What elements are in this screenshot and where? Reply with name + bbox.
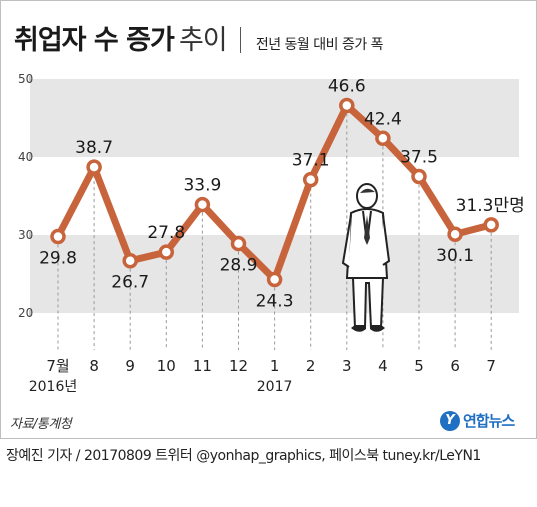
yonhap-logo: Y 연합뉴스 bbox=[440, 410, 515, 431]
data-label-1: 38.7 bbox=[75, 138, 113, 158]
data-point-4 bbox=[194, 196, 211, 213]
data-label-5: 28.9 bbox=[220, 256, 258, 276]
x-tick-label-11: 6 bbox=[450, 357, 460, 375]
chart-title: 취업자 수 증가 bbox=[14, 25, 175, 56]
chart-subtitle: 전년 동월 대비 증가 폭 bbox=[255, 37, 384, 53]
yonhap-logo-mark: Y bbox=[440, 410, 460, 431]
data-point-12 bbox=[483, 217, 499, 233]
guide-lines bbox=[57, 113, 492, 350]
x-tick-label-6: 1 2017 bbox=[257, 357, 293, 395]
x-tick-label-10: 5 bbox=[414, 357, 424, 375]
y-tick-label-1: 30 bbox=[18, 228, 33, 242]
grid-bands bbox=[30, 79, 519, 313]
y-axis-ticks: 20 30 40 50 bbox=[18, 72, 33, 320]
data-point-1 bbox=[86, 159, 102, 175]
credit-line: 장예진 기자 / 20170809 트위터 @yonhap_graphics, … bbox=[6, 448, 481, 464]
x-tick-label-9: 4 bbox=[378, 357, 388, 375]
data-point-11 bbox=[447, 226, 463, 242]
grid-band-0 bbox=[30, 79, 519, 157]
data-label-10: 37.5 bbox=[400, 148, 438, 168]
data-labels: 29.8 38.7 26.7 27.8 33.9 28.9 24.3 37.1 46.6 42.4… bbox=[39, 77, 525, 312]
x-axis-ticks: 7월 2016년 8 9 10 11 12 1 2017 2 3 4 5 6 7 bbox=[29, 357, 496, 395]
title-divider bbox=[239, 27, 241, 53]
data-point-10 bbox=[411, 168, 427, 185]
x-tick-label-7: 2 bbox=[306, 357, 316, 375]
y-tick-label-3: 50 bbox=[18, 72, 33, 86]
data-label-6: 24.3 bbox=[256, 291, 294, 311]
x-tick-label-4: 11 bbox=[193, 357, 212, 375]
businessman-icon bbox=[341, 183, 391, 332]
data-label-11: 30.1 bbox=[436, 246, 474, 266]
data-label-0: 29.8 bbox=[39, 249, 77, 269]
data-point-8 bbox=[339, 97, 355, 114]
source-note: 자료/통계청 bbox=[10, 417, 72, 432]
x-tick-label-3: 10 bbox=[157, 357, 176, 375]
chart-title-suffix: 추이 bbox=[178, 25, 228, 56]
x-tick-label-2: 9 bbox=[125, 357, 135, 375]
series-markers bbox=[50, 97, 499, 288]
data-point-5 bbox=[230, 235, 247, 252]
x-tick-label-1: 8 bbox=[89, 357, 99, 375]
yonhap-logo-text: 연합뉴스 bbox=[463, 412, 515, 430]
data-point-7 bbox=[302, 171, 319, 188]
x-tick-label-5: 12 bbox=[229, 357, 248, 375]
data-point-2 bbox=[122, 252, 138, 269]
data-point-6 bbox=[266, 271, 283, 288]
data-label-3: 27.8 bbox=[147, 223, 185, 243]
data-label-7: 37.1 bbox=[292, 151, 330, 171]
title-row: 취업자 수 증가 추이 전년 동월 대비 증가 폭 bbox=[14, 18, 384, 57]
data-point-0 bbox=[50, 228, 66, 245]
x-tick-label-12: 7 bbox=[486, 357, 496, 375]
x-tick-label-0: 7월 2016년 bbox=[29, 357, 78, 395]
data-label-8: 46.6 bbox=[328, 77, 366, 97]
data-label-4: 33.9 bbox=[183, 176, 221, 196]
data-label-2: 26.7 bbox=[111, 273, 149, 293]
data-point-3 bbox=[158, 244, 175, 260]
line-chart: 20 30 40 50 7월 2016년 8 9 10 11 12 1 2017 2 3 4 5 6 7 29.8… bbox=[18, 72, 525, 395]
data-label-9: 42.4 bbox=[364, 109, 402, 129]
y-tick-label-2: 40 bbox=[18, 150, 33, 164]
data-point-9 bbox=[375, 130, 391, 147]
x-tick-label-8: 3 bbox=[342, 357, 352, 375]
y-tick-label-0: 20 bbox=[18, 306, 33, 320]
data-label-12: 31.3만명 bbox=[456, 196, 525, 216]
